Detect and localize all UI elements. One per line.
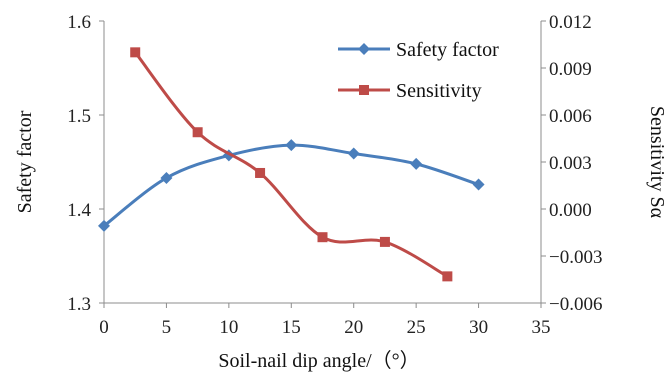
y-left-tick-label: 1.4	[67, 200, 91, 221]
data-point-1	[379, 236, 390, 247]
data-point-1	[255, 167, 266, 178]
series-1	[130, 47, 453, 282]
data-point-0	[160, 171, 173, 184]
y-axis-right-label: Sensitivity Sα	[646, 106, 668, 219]
y-left-tick-label: 1.5	[67, 106, 91, 127]
y-right-tick-label: 0.009	[549, 59, 592, 80]
data-point-1	[130, 47, 141, 58]
series-0	[98, 139, 485, 232]
data-point-0	[98, 219, 110, 232]
series-line-0	[103, 143, 480, 228]
x-tick-label: 20	[344, 317, 363, 338]
x-axis-label: Soil-nail dip angle/（°）	[218, 349, 419, 372]
legend-marker-1	[359, 85, 369, 95]
x-tick-label: 5	[162, 317, 172, 338]
data-point-0	[472, 178, 485, 191]
y-right-tick-label: 0.012	[549, 12, 592, 33]
axes	[99, 20, 546, 308]
y-right-tick-label: 0.006	[549, 106, 592, 127]
legend-marker-0	[358, 43, 370, 55]
data-point-0	[285, 139, 298, 152]
data-point-1	[192, 127, 203, 138]
legend: Safety factor Sensitivity	[338, 39, 499, 102]
y-right-tick-label: −0.003	[549, 247, 602, 268]
y-right-tick-label: 0.003	[549, 153, 592, 174]
data-point-1	[317, 232, 328, 243]
y-left-tick-label: 1.3	[67, 294, 91, 315]
x-tick-label: 10	[219, 317, 238, 338]
legend-label-1: Sensitivity	[396, 80, 482, 102]
data-point-0	[410, 157, 423, 170]
x-tick-label: 25	[407, 317, 426, 338]
x-tick-label: 0	[99, 317, 109, 338]
x-tick-label: 15	[282, 317, 301, 338]
y-left-tick-label: 1.6	[67, 12, 91, 33]
y-axis-left-label: Safety factor	[14, 110, 36, 213]
series-lines	[98, 47, 485, 282]
x-tick-label: 30	[469, 317, 488, 338]
x-tick-label: 35	[532, 317, 551, 338]
y-right-tick-label: −0.006	[549, 294, 602, 315]
data-point-1	[442, 271, 453, 282]
legend-label-0: Safety factor	[396, 39, 499, 61]
tick-labels: 0 5 10 15 20 25 30 35 1.3 1.4 1.5 1.6 −0.006 −0.003 0.…	[67, 12, 602, 338]
y-right-tick-label: 0.000	[549, 200, 592, 221]
data-point-0	[347, 147, 360, 160]
